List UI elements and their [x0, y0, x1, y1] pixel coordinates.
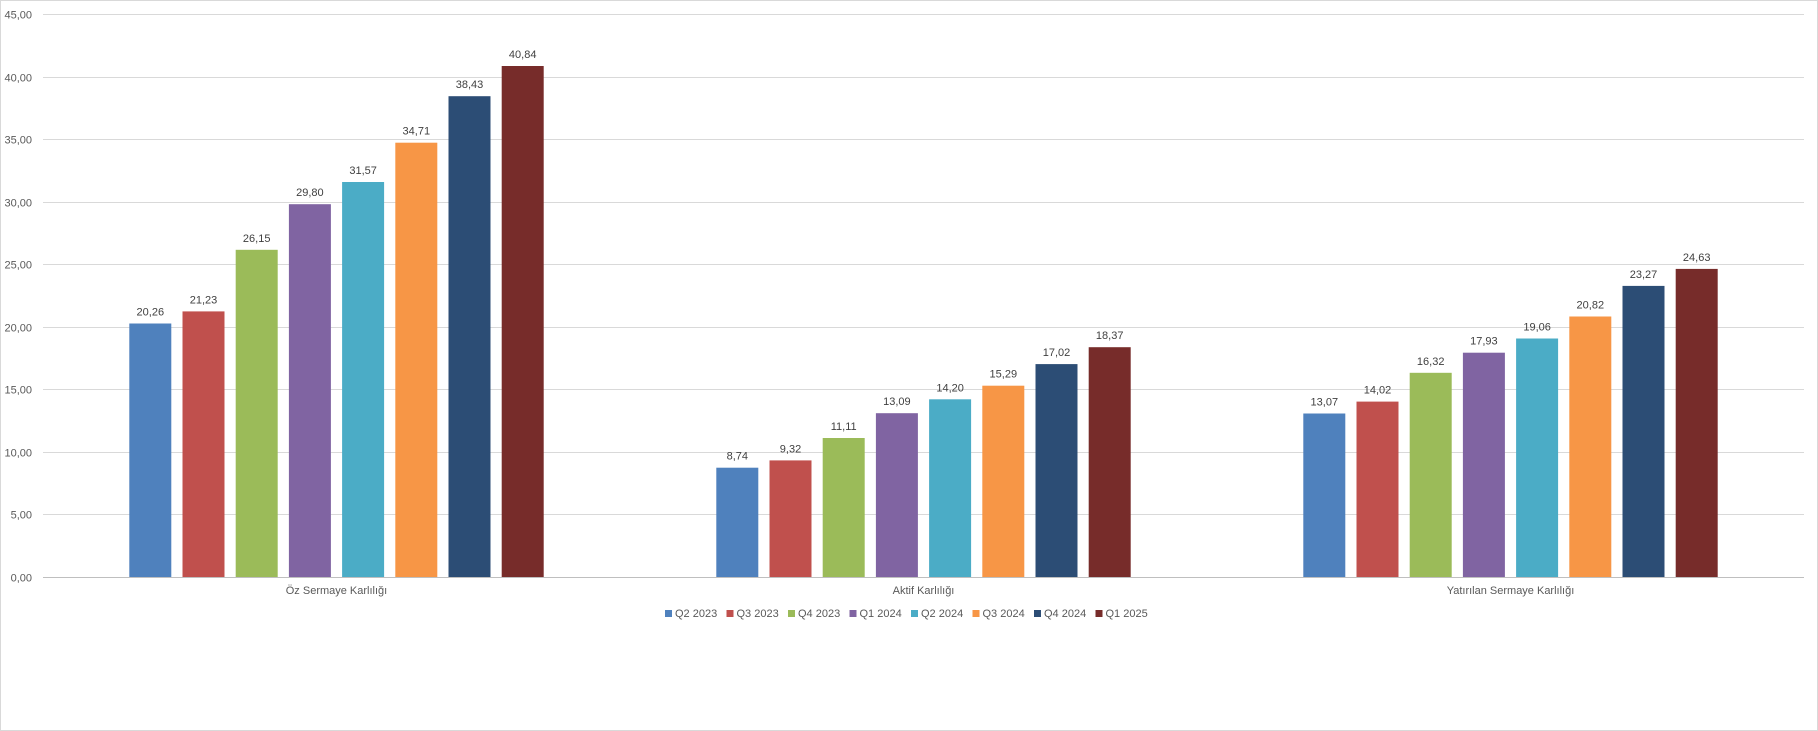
- y-tick-label: 20,00: [4, 323, 32, 335]
- legend-item: Q3 2023: [726, 608, 779, 620]
- bar-q2-2024: [342, 182, 385, 577]
- bar-q2-2024: [929, 399, 972, 577]
- bar-q3-2023: [1356, 401, 1399, 577]
- data-label: 19,06: [1523, 322, 1551, 334]
- data-label: 17,93: [1470, 336, 1498, 348]
- bar-q1-2024: [875, 413, 918, 577]
- bar-q3-2024: [982, 385, 1025, 577]
- data-labels: 20,26 21,23 26,15 29,80 31,57 34,71 38,43 40,84…: [137, 49, 1711, 463]
- legend-label: Q4 2024: [1044, 608, 1086, 620]
- data-label: 18,37: [1096, 330, 1124, 342]
- legend-item: Q1 2024: [849, 608, 902, 620]
- data-label: 13,09: [883, 396, 911, 408]
- data-label: 23,27: [1630, 269, 1658, 281]
- legend-item: Q4 2023: [788, 608, 840, 620]
- legend-item: Q2 2024: [911, 608, 963, 620]
- legend-label: Q1 2025: [1106, 608, 1148, 620]
- bar-q3-2024: [395, 142, 438, 577]
- bar-q3-2023: [769, 460, 812, 577]
- data-label: 14,02: [1364, 385, 1392, 397]
- legend-swatch: [1034, 610, 1041, 617]
- data-label: 11,11: [831, 421, 857, 433]
- category-label: Yatırılan Sermaye Karlılığı: [1447, 585, 1575, 597]
- bar-q4-2023: [235, 249, 278, 578]
- data-label: 34,71: [403, 126, 431, 138]
- data-label: 8,74: [727, 451, 748, 463]
- data-label: 20,82: [1577, 300, 1605, 312]
- data-label: 20,26: [137, 307, 165, 319]
- y-tick-label: 10,00: [4, 448, 32, 460]
- y-tick-label: 40,00: [4, 73, 32, 85]
- bar-q1-2025: [501, 66, 544, 577]
- y-tick-label: 45,00: [4, 10, 32, 22]
- bar-q1-2025: [1675, 268, 1718, 577]
- bar-q1-2024: [288, 204, 331, 577]
- bar-q1-2024: [1462, 352, 1505, 577]
- data-label: 38,43: [456, 79, 484, 91]
- legend-label: Q2 2023: [675, 608, 717, 620]
- bar-q2-2024: [1516, 338, 1559, 577]
- bar-q3-2023: [182, 311, 225, 577]
- data-label: 21,23: [190, 294, 218, 306]
- legend-label: Q1 2024: [860, 608, 902, 620]
- bar-q2-2023: [129, 323, 172, 577]
- y-axis-ticks: 0,00 5,00 10,00 15,00 20,00 25,00 30,00 35,00 40…: [4, 10, 32, 585]
- legend-swatch: [665, 610, 672, 617]
- y-tick-label: 25,00: [4, 260, 32, 272]
- bar-q2-2023: [716, 467, 759, 577]
- bar-q4-2023: [1409, 372, 1452, 577]
- legend-label: Q3 2023: [737, 608, 779, 620]
- legend-swatch: [1095, 610, 1103, 617]
- y-tick-label: 5,00: [11, 510, 32, 522]
- data-label: 40,84: [509, 49, 537, 61]
- y-tick-label: 35,00: [4, 135, 32, 147]
- legend-label: Q2 2024: [921, 608, 963, 620]
- bar-q2-2023: [1303, 413, 1346, 577]
- data-label: 24,63: [1683, 252, 1711, 264]
- data-label: 17,02: [1043, 347, 1071, 359]
- y-tick-label: 0,00: [11, 573, 32, 585]
- data-label: 15,29: [990, 369, 1018, 381]
- legend-item: Q4 2024: [1034, 608, 1086, 620]
- bar-q3-2024: [1569, 316, 1612, 577]
- bar-q4-2023: [822, 438, 865, 577]
- bar-q4-2024: [1035, 364, 1078, 577]
- legend-swatch: [972, 610, 980, 617]
- legend-swatch: [849, 610, 857, 617]
- data-label: 29,80: [296, 187, 324, 199]
- y-tick-label: 15,00: [4, 385, 32, 397]
- legend-swatch: [911, 610, 918, 617]
- category-label: Aktif Karlılığı: [893, 585, 955, 597]
- data-label: 26,15: [243, 233, 271, 245]
- bars: [129, 66, 1718, 578]
- y-tick-label: 30,00: [4, 198, 32, 210]
- category-label: Öz Sermaye Karlılığı: [286, 585, 387, 597]
- bar-q4-2024: [448, 96, 491, 577]
- legend-label: Q4 2023: [798, 608, 840, 620]
- legend-swatch: [726, 610, 734, 617]
- legend-item: Q1 2025: [1095, 608, 1148, 620]
- legend: Q2 2023 Q3 2023 Q4 2023 Q1 2024 Q2 2024 Q3 20…: [665, 608, 1148, 620]
- data-label: 9,32: [780, 443, 801, 455]
- data-label: 16,32: [1417, 356, 1445, 368]
- x-axis-categories: Öz Sermaye Karlılığı Aktif Karlılığı Yatır…: [286, 585, 1575, 597]
- bar-q1-2025: [1088, 347, 1131, 577]
- legend-item: Q2 2023: [665, 608, 717, 620]
- data-label: 14,20: [936, 382, 964, 394]
- gridlines: [43, 14, 1804, 578]
- bar-q4-2024: [1622, 285, 1665, 577]
- data-label: 13,07: [1311, 397, 1339, 409]
- legend-label: Q3 2024: [983, 608, 1025, 620]
- data-label: 31,57: [349, 165, 377, 177]
- legend-swatch: [788, 610, 795, 617]
- legend-item: Q3 2024: [972, 608, 1025, 620]
